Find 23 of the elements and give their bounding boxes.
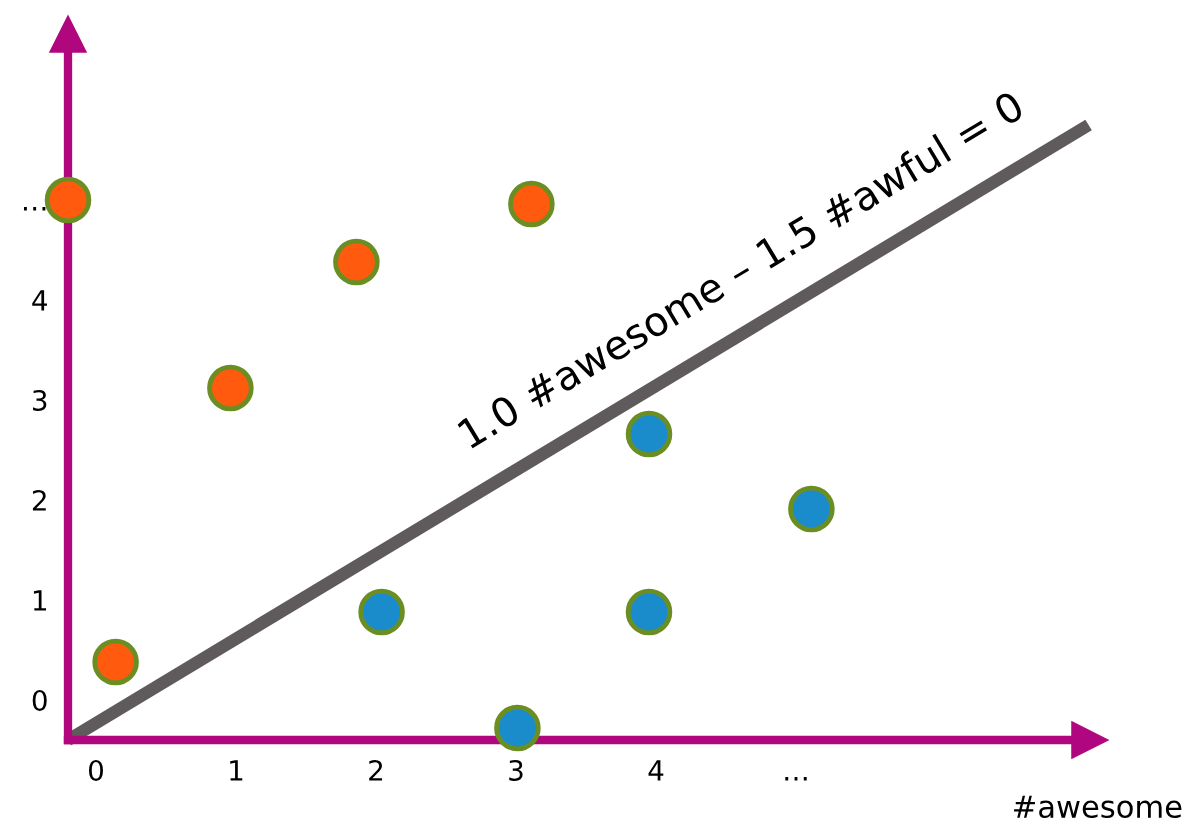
point	[625, 588, 673, 636]
x-tick-label: 0	[88, 759, 103, 781]
y-tick-label: 2	[32, 489, 46, 511]
y-tick-label: 3	[33, 389, 47, 411]
y-tick-label: 4	[32, 290, 47, 311]
y-tick-label: 0	[32, 689, 47, 711]
point	[92, 638, 139, 686]
point	[333, 238, 380, 286]
x-tick-label: 2	[369, 759, 383, 781]
x-tick-label: 3	[509, 759, 523, 781]
x-tick-label: …	[785, 777, 807, 781]
point	[494, 704, 541, 752]
point	[625, 410, 673, 458]
point	[788, 485, 835, 533]
y-tick-label: …	[23, 207, 46, 211]
point	[207, 364, 254, 412]
point	[358, 588, 405, 636]
x-axis-title: #awesome	[1014, 795, 1182, 819]
point	[44, 176, 92, 224]
x-tick-label: 4	[648, 760, 664, 781]
point	[508, 180, 555, 228]
y-tick-label: 1	[33, 590, 46, 611]
x-tick-label: 1	[230, 760, 243, 781]
